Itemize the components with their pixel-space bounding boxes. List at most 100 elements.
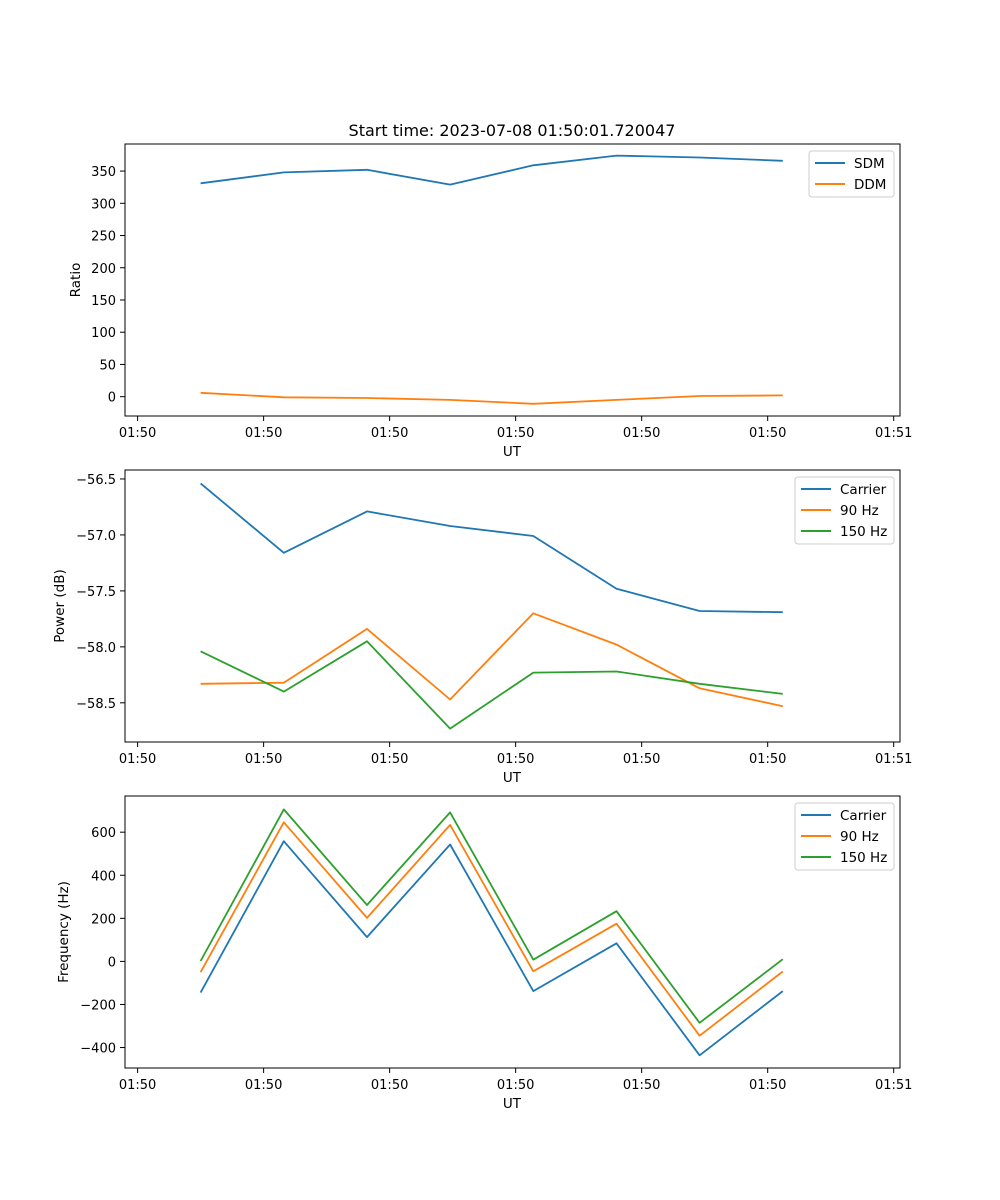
- power-series-carrier-point: [782, 611, 784, 613]
- power-x-tick-label: 01:50: [623, 752, 660, 767]
- frequency-series-90-hz-point: [532, 970, 534, 972]
- power-series-150-hz-point: [200, 650, 202, 652]
- ratio-y-tick-label: 0: [108, 391, 116, 406]
- ratio-series-ddm-point: [616, 399, 618, 401]
- frequency-y-tick-label: 400: [91, 869, 116, 884]
- ratio-series-ddm-point: [200, 392, 202, 394]
- frequency-legend-box: [794, 802, 895, 871]
- ratio-panel: Start time: 2023-07-08 01:50:01.720047 0…: [68, 121, 912, 460]
- frequency-series-carrier-point: [283, 840, 285, 842]
- frequency-x-tick-label: 01:50: [749, 1078, 786, 1093]
- power-plot-frame: [124, 469, 901, 743]
- ratio-series-sdm-line: [200, 154, 783, 186]
- frequency-y-axis-label: Frequency (Hz): [56, 881, 72, 983]
- ratio-series-sdm-point: [532, 164, 534, 166]
- frequency-x-tick-label: 01:50: [371, 1078, 408, 1093]
- power-x-tick-label: 01:50: [497, 752, 534, 767]
- ratio-x-tick-label: 01:51: [875, 426, 912, 441]
- frequency-x-tick-label: 01:50: [623, 1078, 660, 1093]
- frequency-legend-label-90hz: 90 Hz: [840, 829, 879, 845]
- power-legend-label-150hz: 150 Hz: [840, 524, 887, 540]
- frequency-y-tick-label: 200: [91, 912, 116, 927]
- power-y-tick-label: −57.0: [76, 529, 116, 544]
- power-series-150-hz-point: [449, 728, 451, 730]
- frequency-y-tick-label: 0: [108, 955, 116, 970]
- ratio-y-tick-label: 350: [91, 165, 116, 180]
- ratio-x-tick-label: 01:50: [749, 426, 786, 441]
- frequency-x-tick-label: 01:50: [497, 1078, 534, 1093]
- power-legend: Carrier 90 Hz 150 Hz: [794, 476, 895, 545]
- ratio-y-tick-label: 200: [91, 262, 116, 277]
- power-y-tick-label: −56.5: [76, 473, 116, 488]
- ratio-series-ddm-point: [532, 403, 534, 405]
- ratio-x-tick-label: 01:50: [119, 426, 156, 441]
- frequency-series-carrier-line: [199, 840, 784, 1057]
- power-legend-label-90hz: 90 Hz: [840, 503, 879, 519]
- frequency-series-150-hz-point: [616, 910, 618, 912]
- frequency-series-90-hz-line: [199, 821, 784, 1037]
- ratio-series-sdm-point: [283, 171, 285, 173]
- power-series-90-hz-point: [200, 683, 202, 685]
- frequency-x-tick-label: 01:51: [875, 1078, 912, 1093]
- frequency-series-90-hz-point: [200, 971, 202, 973]
- power-series-150-hz-point: [283, 691, 285, 693]
- power-y-tick-label: −58.0: [76, 641, 116, 656]
- frequency-y-tick-label: −400: [80, 1042, 116, 1057]
- power-panel: 01:50 01:50 01:50 01:50 01:50 01:50 01:51 −58.…: [52, 469, 912, 786]
- ratio-series-ddm-point: [366, 397, 368, 399]
- frequency-series-carrier-point: [366, 936, 368, 938]
- ratio-y-tick-label: 50: [99, 358, 116, 373]
- power-series-90-hz-point: [699, 687, 701, 689]
- ratio-series-ddm-point: [449, 399, 451, 401]
- power-x-tick-label: 01:51: [875, 752, 912, 767]
- frequency-series-90-hz-point: [782, 971, 784, 973]
- frequency-legend: Carrier 90 Hz 150 Hz: [794, 802, 895, 871]
- power-series-90-hz-point: [616, 644, 618, 646]
- frequency-series-carrier-point: [699, 1054, 701, 1056]
- frequency-series-150-hz-point: [366, 904, 368, 906]
- power-series-carrier-point: [283, 552, 285, 554]
- frequency-y-tick-label: 600: [91, 826, 116, 841]
- frequency-series-150-hz-point: [532, 959, 534, 961]
- ratio-y-tick-label: 150: [91, 294, 116, 309]
- frequency-series-carrier-point: [200, 992, 202, 994]
- power-legend-box: [794, 476, 895, 545]
- frequency-x-axis-label: UT: [503, 1096, 522, 1112]
- frequency-series-150-hz-line: [199, 808, 784, 1024]
- frequency-series-150-hz-point: [283, 808, 285, 810]
- ratio-y-tick-label: 100: [91, 326, 116, 341]
- power-series-150-hz-point: [366, 640, 368, 642]
- power-series-carrier-point: [699, 610, 701, 612]
- power-legend-label-carrier: Carrier: [840, 482, 887, 498]
- power-series-carrier-point: [532, 535, 534, 537]
- power-series-90-hz-point: [449, 699, 451, 701]
- power-series-150-hz-point: [782, 693, 784, 695]
- power-x-tick-label: 01:50: [119, 752, 156, 767]
- power-series-90-hz-point: [366, 628, 368, 630]
- frequency-y-tick-label: −200: [80, 998, 116, 1013]
- frequency-series-150-hz-point: [782, 958, 784, 960]
- frequency-x-tick-label: 01:50: [119, 1078, 156, 1093]
- power-series-90-hz-point: [782, 705, 784, 707]
- power-series-carrier-line: [200, 482, 783, 614]
- frequency-legend-label-150hz: 150 Hz: [840, 850, 887, 866]
- chart-title: Start time: 2023-07-08 01:50:01.720047: [349, 121, 676, 140]
- frequency-legend-label-carrier: Carrier: [840, 808, 887, 824]
- power-series-carrier-point: [366, 511, 368, 513]
- ratio-x-tick-label: 01:50: [497, 426, 534, 441]
- power-y-axis-label: Power (dB): [52, 569, 68, 642]
- frequency-series-carrier-point: [782, 990, 784, 992]
- power-series-150-hz-point: [616, 671, 618, 673]
- ratio-x-tick-label: 01:50: [245, 426, 282, 441]
- ratio-series-ddm-point: [782, 394, 784, 396]
- frequency-series-90-hz-point: [366, 917, 368, 919]
- ratio-series-sdm-point: [366, 169, 368, 171]
- ratio-legend: SDM DDM: [808, 150, 895, 198]
- frequency-plot-frame: [124, 795, 901, 1069]
- power-series-150-hz-point: [532, 672, 534, 674]
- power-x-tick-label: 01:50: [245, 752, 282, 767]
- frequency-series-90-hz-point: [699, 1035, 701, 1037]
- power-series-150-hz-point: [699, 683, 701, 685]
- frequency-series-90-hz-point: [283, 821, 285, 823]
